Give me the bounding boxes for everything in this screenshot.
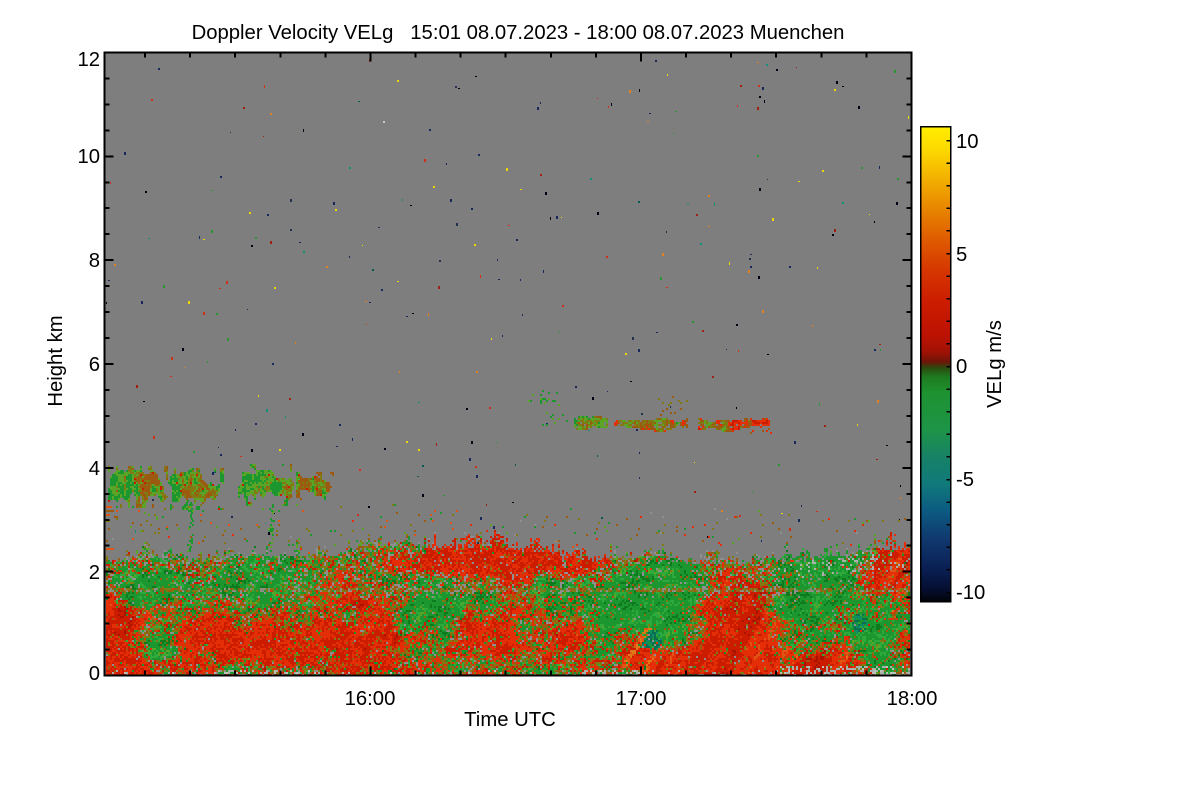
svg-text:10: 10 [77, 146, 100, 168]
svg-text:0: 0 [89, 663, 100, 685]
svg-text:2: 2 [89, 562, 100, 584]
svg-text:-5: -5 [956, 469, 974, 491]
svg-text:10: 10 [956, 131, 979, 153]
svg-text:12: 12 [77, 49, 100, 71]
svg-text:Time UTC: Time UTC [464, 709, 556, 731]
svg-text:-10: -10 [956, 582, 985, 604]
svg-text:4: 4 [89, 458, 100, 480]
svg-text:6: 6 [89, 354, 100, 376]
svg-text:8: 8 [89, 250, 100, 272]
svg-text:17:00: 17:00 [616, 688, 667, 710]
svg-text:16:00: 16:00 [345, 688, 396, 710]
svg-text:18:00: 18:00 [887, 688, 938, 710]
svg-text:5: 5 [956, 244, 967, 266]
svg-text:Height km: Height km [45, 315, 67, 406]
svg-text:VELg m/s: VELg m/s [984, 320, 1006, 408]
svg-text:Doppler Velocity VELg 15:01: Doppler Velocity VELg 15:01 08.07.2023 -… [192, 22, 845, 44]
svg-text:0: 0 [956, 356, 967, 378]
